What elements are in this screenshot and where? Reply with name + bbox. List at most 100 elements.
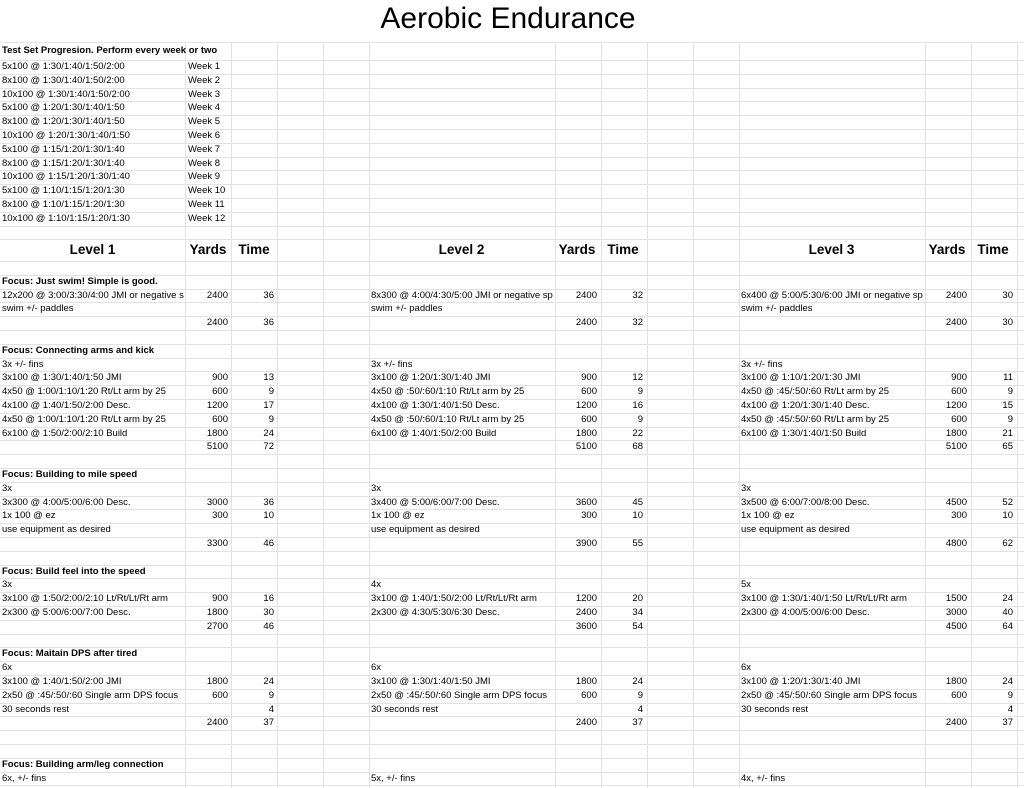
test-set-cell: 8x100 @ 1:30/1:40/1:50/2:00 [2, 74, 125, 86]
grid-line [693, 42, 694, 788]
workout-cell: 4x100 @ 1:30/1:40/1:50 Desc. [371, 400, 500, 411]
time-cell: 9 [268, 413, 274, 425]
yards-header: Yards [189, 242, 227, 258]
grid-line [0, 156, 1024, 158]
focus-label: Focus: Maitain DPS after tired [2, 648, 138, 660]
yards-cell: 2400 [945, 317, 967, 329]
level-header: Level 3 [808, 242, 855, 258]
focus-label: Focus: Building to mile speed [2, 469, 138, 480]
yards-cell: 600 [212, 413, 228, 425]
grid-line [0, 412, 1024, 414]
time-cell: 32 [632, 317, 643, 329]
time-cell: 37 [263, 717, 274, 729]
time-cell: 4 [1007, 703, 1013, 715]
sheet-title: Aerobic Endurance [380, 2, 636, 35]
time-cell: 40 [1002, 607, 1013, 618]
grid-line [0, 647, 1024, 649]
workout-cell: 3x500 @ 6:00/7:00/8:00 Desc. [741, 496, 870, 508]
workout-cell: 3x100 @ 1:40/1:50/2:00 Lt/Rt/Lt/Rt arm [371, 593, 537, 605]
level-header: Level 1 [69, 242, 116, 258]
time-cell: 11 [1003, 372, 1013, 384]
workout-cell: 8x300 @ 4:00/4:30/5:00 JMI or negative s… [371, 289, 553, 301]
yards-cell: 1200 [575, 593, 597, 605]
workout-cell: 30 seconds rest [2, 703, 70, 715]
workout-cell: swim +/- paddles [371, 303, 443, 315]
test-set-cell: 10x100 @ 1:30/1:40/1:50/2:00 [2, 88, 130, 100]
grid-line [0, 261, 1024, 262]
grid-line [0, 60, 1024, 61]
yards-cell: 600 [951, 689, 967, 701]
grid-line [0, 170, 1024, 172]
yards-cell: 1800 [575, 676, 597, 687]
time-header: Time [607, 242, 639, 258]
test-set-cell: 8x100 @ 1:20/1:30/1:40/1:50 [2, 116, 125, 128]
grid-line [369, 42, 370, 788]
time-cell: 32 [632, 289, 643, 301]
time-cell: 22 [632, 427, 643, 439]
yards-cell: 2400 [945, 289, 967, 301]
workout-cell: 30 seconds rest [371, 703, 439, 715]
yards-cell: 600 [212, 386, 228, 398]
yards-cell: 2400 [206, 289, 228, 301]
workout-cell: 4x50 @ :50/:60/1:10 Rt/Lt arm by 25 [371, 386, 525, 398]
workout-cell: 3x +/- fins [2, 358, 44, 370]
workout-cell: 6x [2, 662, 13, 674]
yards-cell: 900 [212, 593, 228, 605]
workout-cell: 3x100 @ 1:40/1:50/2:00 JMI [2, 676, 122, 687]
grid-line [0, 343, 1024, 345]
time-cell: 15 [1002, 400, 1013, 411]
test-set-week: Week 2 [188, 74, 221, 86]
yards-cell: 5100 [945, 441, 967, 453]
workout-cell: use equipment as desired [741, 524, 850, 536]
grid-line [0, 537, 1024, 538]
workout-cell: 4x50 @ 1:00/1:10/1:20 Rt/Lt arm by 25 [2, 386, 166, 398]
workout-cell: 1x 100 @ ez [2, 510, 56, 522]
yards-cell: 300 [212, 510, 228, 522]
workout-cell: 3x [2, 482, 13, 494]
test-set-week: Week 8 [188, 157, 221, 169]
time-cell: 9 [268, 386, 274, 398]
time-cell: 16 [263, 593, 274, 605]
grid-line [277, 42, 278, 788]
grid-line [0, 757, 1024, 759]
workout-cell: 2x50 @ :45/:50/:60 Single arm DPS focus [741, 689, 917, 701]
yards-cell: 2400 [575, 289, 597, 301]
grid-line [0, 606, 1024, 607]
workout-cell: 2x50 @ :45/:50/:60 Single arm DPS focus [371, 689, 547, 701]
yards-cell: 1200 [575, 400, 597, 411]
grid-line [0, 661, 1024, 663]
workout-cell: 6x100 @ 1:30/1:40/1:50 Build [741, 427, 867, 439]
time-header: Time [238, 242, 270, 258]
workout-cell: 3x [741, 482, 752, 494]
yards-cell: 4500 [945, 620, 967, 632]
grid-line [0, 744, 1024, 745]
time-cell: 54 [632, 620, 643, 632]
time-cell: 64 [1002, 620, 1013, 632]
time-cell: 30 [263, 607, 274, 618]
workout-cell: 6x400 @ 5:00/5:30/6:00 JMI or negative s… [741, 289, 923, 301]
time-cell: 10 [263, 510, 274, 522]
time-cell: 24 [263, 676, 274, 687]
yards-cell: 5100 [206, 441, 228, 453]
yards-cell: 3600 [575, 620, 597, 632]
grid-line [0, 633, 1024, 635]
test-set-cell: 10x100 @ 1:10/1:15/1:20/1:30 [2, 212, 130, 224]
time-cell: 24 [632, 676, 643, 687]
yards-cell: 600 [951, 386, 967, 398]
workout-cell: 4x100 @ 1:40/1:50/2:00 Desc. [2, 400, 131, 411]
grid-line [0, 274, 1024, 276]
time-cell: 24 [263, 427, 274, 439]
grid-line [0, 42, 1024, 43]
workout-cell: 30 seconds rest [741, 703, 809, 715]
yards-cell: 600 [951, 413, 967, 425]
time-cell: 52 [1002, 496, 1013, 508]
time-cell: 45 [632, 496, 643, 508]
time-cell: 36 [263, 317, 274, 329]
workout-cell: swim +/- paddles [2, 303, 74, 315]
workout-cell: 5x, +/- fins [371, 772, 416, 784]
workout-cell: 4x, +/- fins [741, 772, 786, 784]
grid-line [0, 688, 1024, 690]
time-cell: 30 [1002, 317, 1013, 329]
grid-line [555, 42, 556, 788]
